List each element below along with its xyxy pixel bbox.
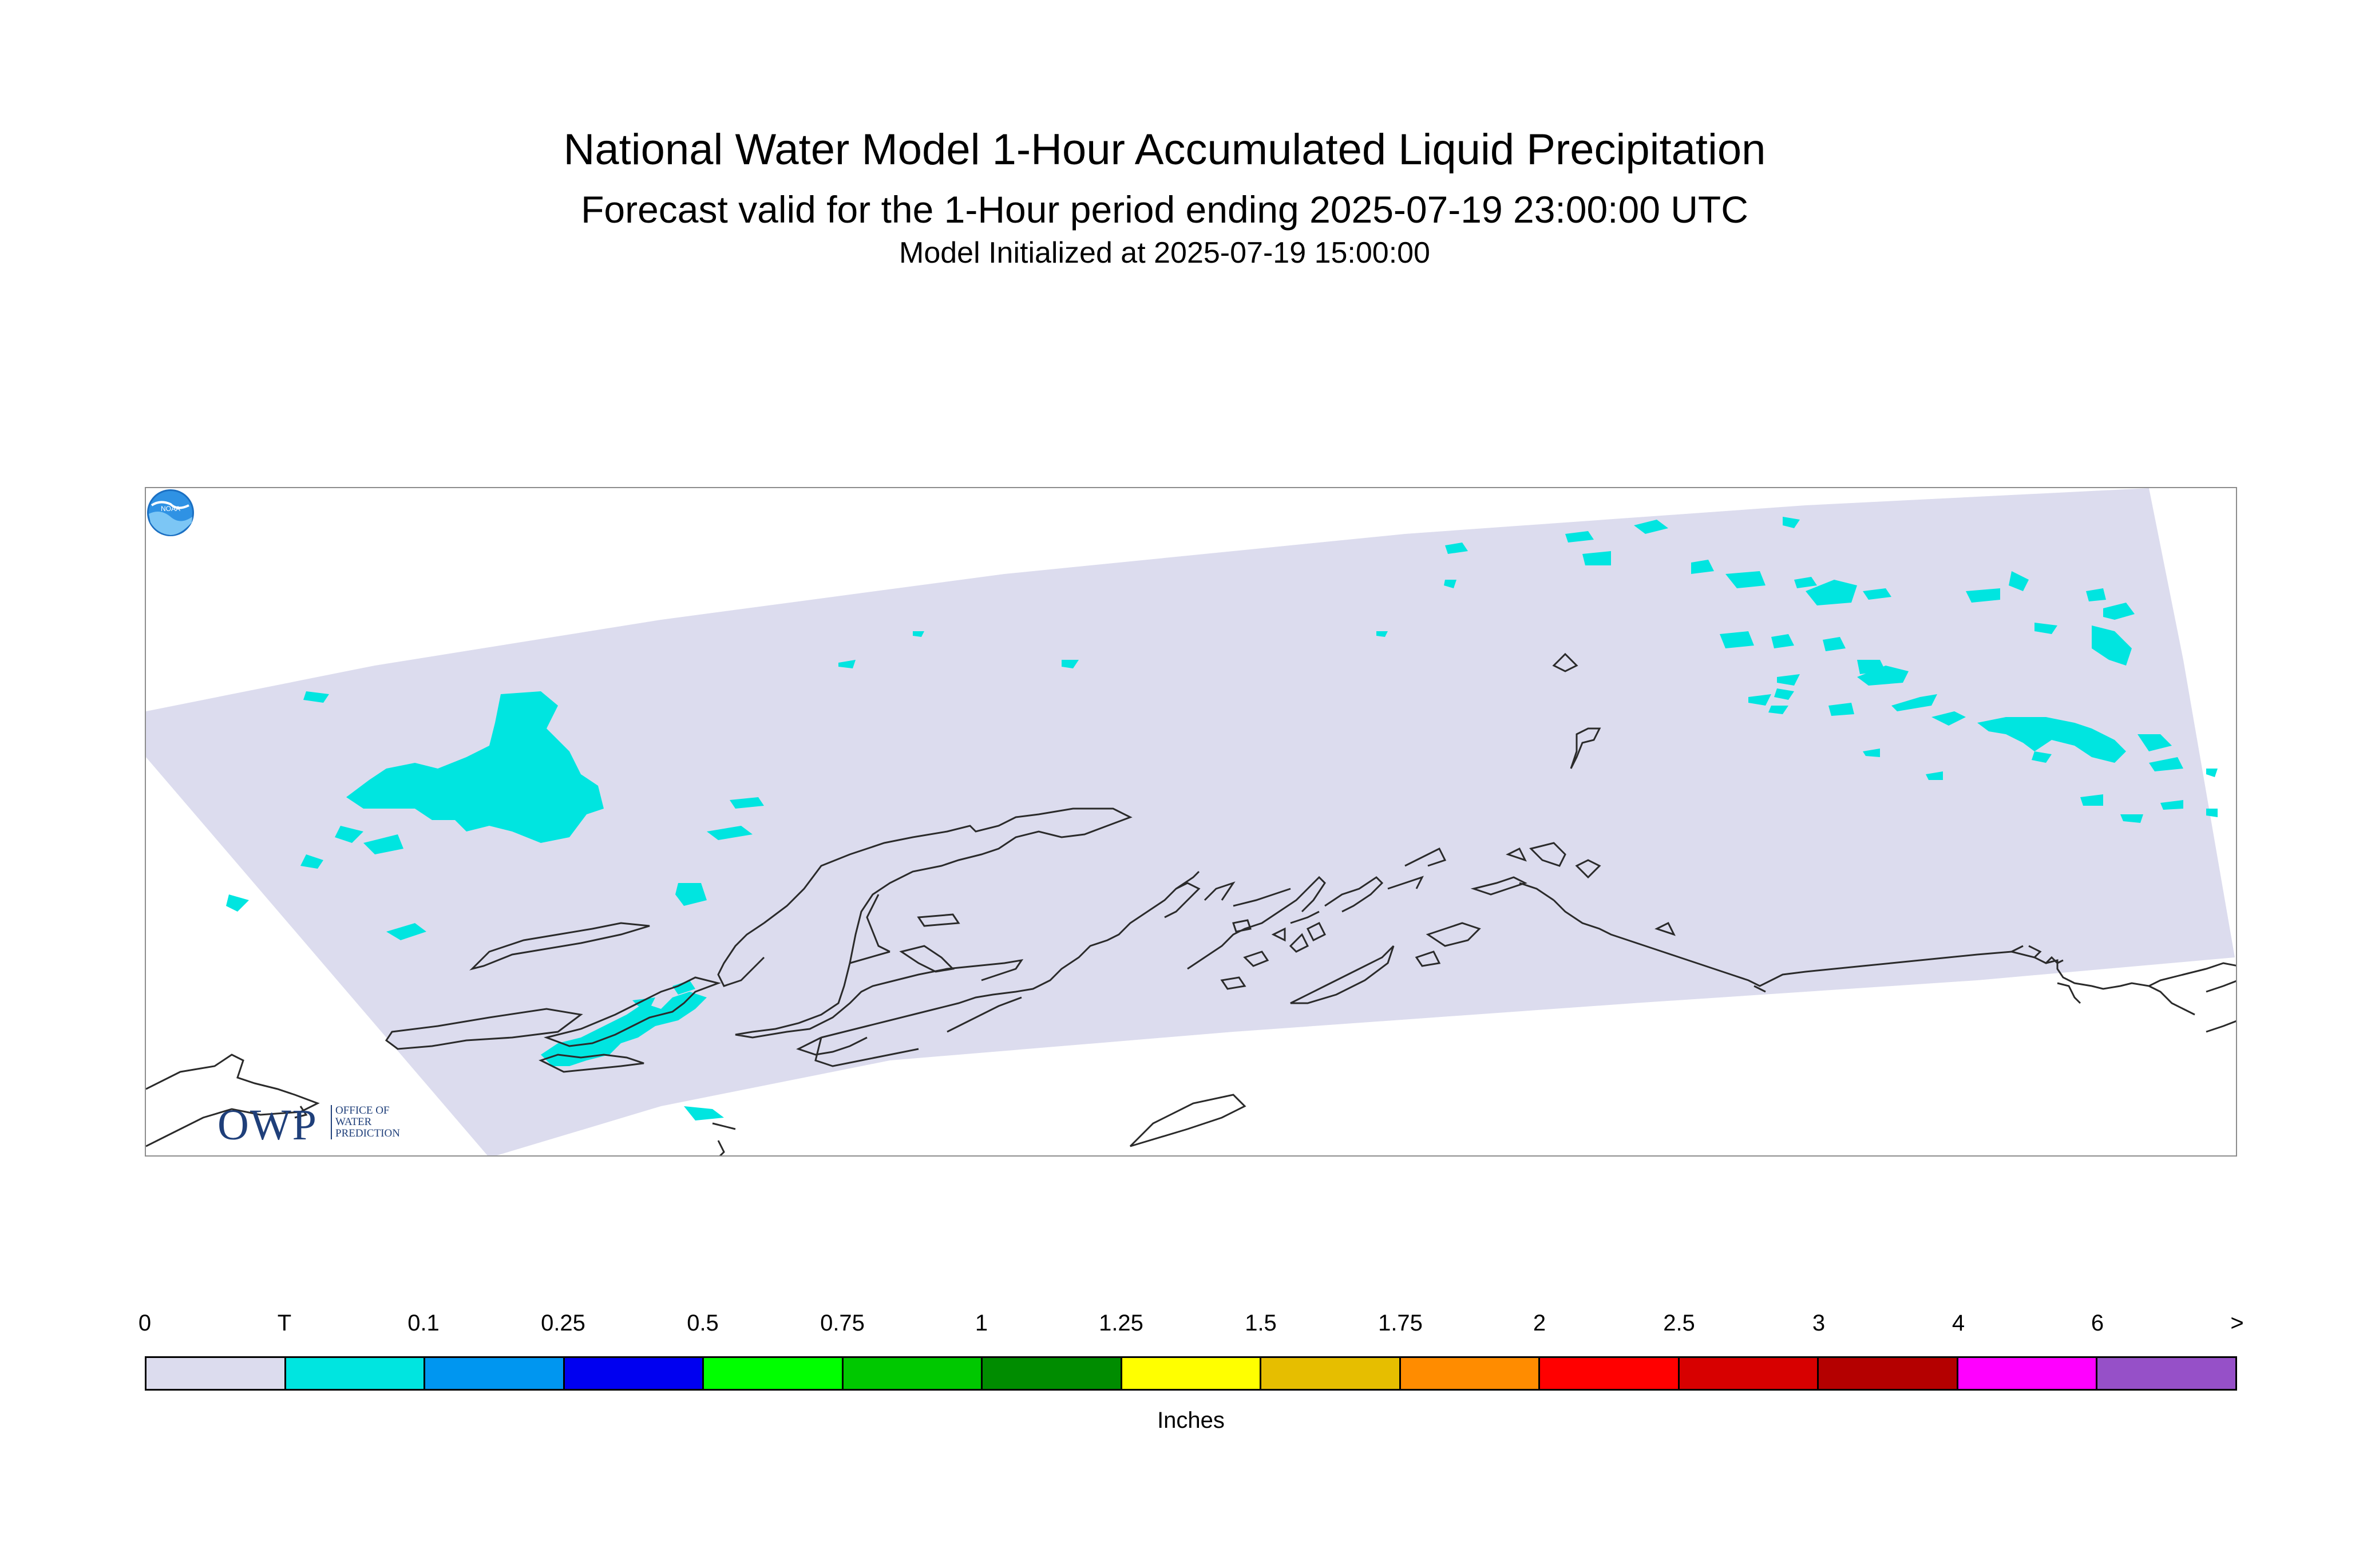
legend-swatch (286, 1358, 426, 1389)
model-init-time: Model Initialized at 2025-07-19 15:00:00 (899, 236, 1430, 270)
legend-swatch (843, 1358, 983, 1389)
legend-tick-label: T (277, 1310, 292, 1336)
legend-units-label: Inches (1157, 1408, 1225, 1433)
owp-word-3: PREDICTION (335, 1127, 400, 1139)
legend-tick-label: 1 (975, 1310, 988, 1336)
legend-swatch (564, 1358, 704, 1389)
legend-swatch (1122, 1358, 1262, 1389)
coastlines (146, 652, 2236, 1155)
legend-tick-label: 1.5 (1245, 1310, 1277, 1336)
legend-swatch (1400, 1358, 1541, 1389)
legend-swatch (1261, 1358, 1401, 1389)
owp-logo-letters: OWP (217, 1101, 318, 1149)
legend-tick-label: 3 (1812, 1310, 1826, 1336)
precipitation-map (146, 488, 2236, 1155)
owp-logo: OWP OFFICE OF WATER PREDICTION (217, 1100, 429, 1152)
legend-tick-label: 0.5 (687, 1310, 719, 1336)
map-panel: OWP OFFICE OF WATER PREDICTION NOAA (145, 487, 2237, 1157)
color-legend: 0 T 0.1 0.25 0.5 0.75 1 1.25 1.5 1.75 2 … (138, 1310, 2244, 1448)
legend-tick-labels: 0 T 0.1 0.25 0.5 0.75 1 1.25 1.5 1.75 2 … (138, 1310, 2244, 1345)
legend-tick-label: 0.1 (407, 1310, 440, 1336)
owp-logo-words: OFFICE OF WATER PREDICTION (331, 1105, 427, 1139)
legend-swatch (983, 1358, 1122, 1389)
legend-tick-label: > (2230, 1310, 2244, 1336)
map-subtitle: Forecast valid for the 1-Hour period end… (581, 188, 1748, 231)
precip-trace-areas (226, 517, 2218, 1120)
legend-swatch (425, 1358, 565, 1389)
legend-swatch (1679, 1358, 1819, 1389)
legend-tick-label: 0.25 (541, 1310, 585, 1336)
legend-swatch (2097, 1358, 2235, 1389)
legend-swatch (1958, 1358, 2098, 1389)
legend-swatch (1540, 1358, 1680, 1389)
legend-tick-label: 2.5 (1663, 1310, 1695, 1336)
legend-color-bar (145, 1356, 2237, 1391)
legend-tick-label: 0 (138, 1310, 152, 1336)
legend-tick-label: 1.75 (1378, 1310, 1423, 1336)
legend-tick-label: 0.75 (820, 1310, 865, 1336)
map-title: National Water Model 1-Hour Accumulated … (563, 125, 1766, 174)
legend-tick-label: 4 (1952, 1310, 1965, 1336)
legend-tick-label: 2 (1533, 1310, 1546, 1336)
legend-swatch (147, 1358, 286, 1389)
owp-word-2: WATER (335, 1116, 372, 1128)
legend-swatch (1819, 1358, 1958, 1389)
noaa-logo-text: NOAA (161, 505, 180, 513)
noaa-logo: NOAA (147, 489, 194, 536)
legend-swatch (704, 1358, 844, 1389)
owp-word-1: OFFICE OF (335, 1104, 390, 1116)
legend-tick-label: 6 (2091, 1310, 2104, 1336)
legend-tick-label: 1.25 (1099, 1310, 1143, 1336)
